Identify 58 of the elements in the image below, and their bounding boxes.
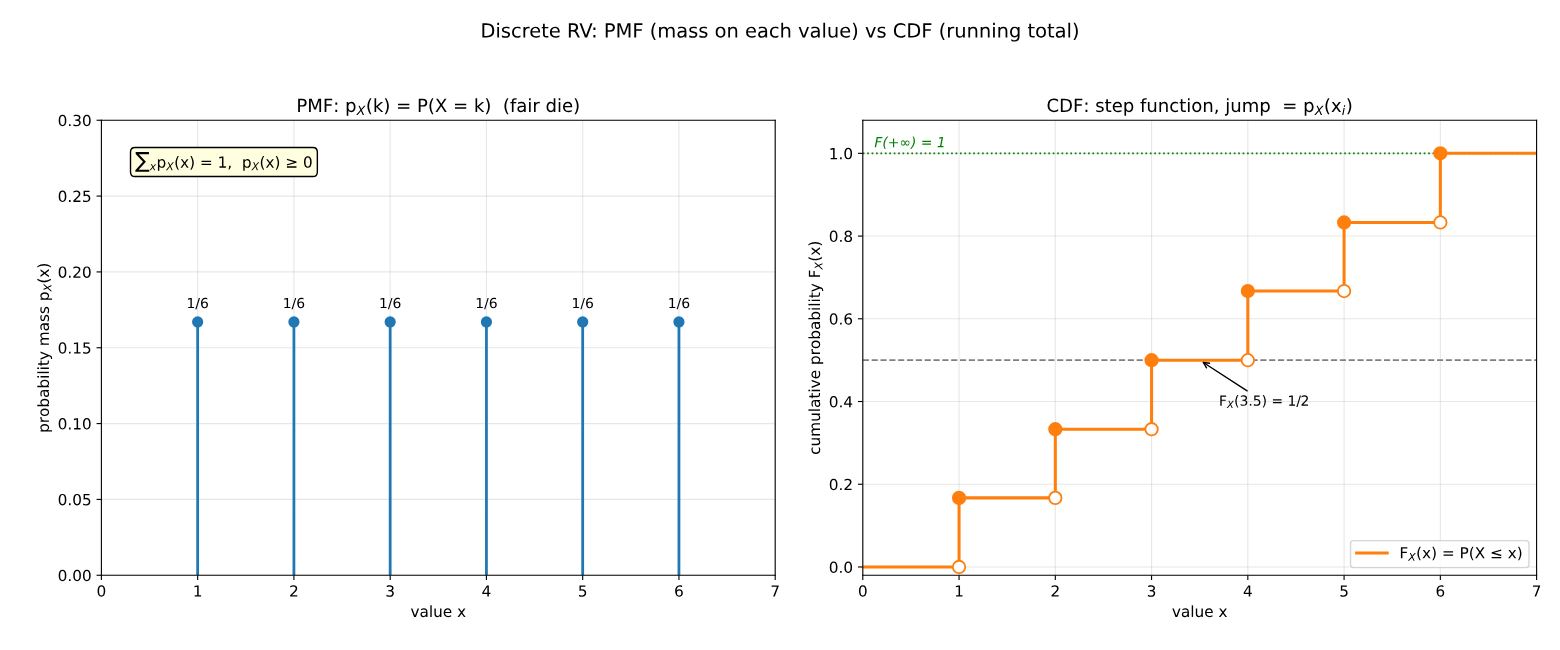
x-tick-label: 5: [1340, 585, 1348, 597]
chart-title: CDF: step function, jump = p$_{X}$(x$_{i}$): [1047, 98, 1352, 116]
x-tick-label: 6: [675, 585, 683, 597]
x-tick-label: 0: [858, 585, 867, 597]
data-label: 1/6: [476, 297, 497, 310]
point: [1048, 490, 1063, 506]
y-tick-label: 0.00: [58, 569, 91, 582]
point: [1336, 215, 1352, 230]
ref-line-label: F(+∞) = 1: [874, 136, 944, 149]
data-label: 1/6: [188, 297, 208, 310]
data-label: 1/6: [669, 297, 690, 310]
point: [951, 559, 967, 575]
y-tick-label: 1.0: [830, 147, 853, 160]
x-tick-label: 1: [194, 585, 202, 597]
point: [1144, 422, 1159, 437]
annotation: ∑$_{x}$p$_{X}$(x) = 1, p$_{X}$(x) ≥ 0: [135, 152, 312, 172]
x-tick-label: 2: [1051, 585, 1059, 597]
x-tick-label: 3: [386, 585, 394, 597]
x-tick-label: 1: [955, 585, 963, 597]
x-axis-title: value x: [1172, 605, 1228, 618]
annotation: F$_{X}$(3.5) = 1/2: [1220, 395, 1308, 408]
point: [1433, 146, 1448, 161]
x-tick-label: 3: [1147, 585, 1156, 597]
point: [1240, 283, 1255, 299]
data-label: 1/6: [284, 297, 305, 310]
point: [1240, 353, 1255, 368]
x-tick-label: 2: [290, 585, 298, 597]
x-tick-label: 6: [1436, 585, 1445, 597]
y-tick-label: 0.20: [58, 266, 91, 278]
y-tick-label: 0.05: [58, 493, 91, 506]
x-tick-label: 0: [97, 585, 106, 597]
x-tick-label: 4: [1243, 585, 1252, 597]
y-tick-label: 0.0: [829, 561, 853, 573]
x-tick-label: 4: [482, 585, 491, 597]
x-tick-label: 5: [579, 585, 587, 597]
point: [951, 490, 967, 506]
point: [1048, 422, 1063, 437]
y-axis-title: cumulative probability F$_{X}$(x): [808, 242, 824, 454]
y-tick-label: 0.10: [58, 418, 91, 430]
point: [1433, 215, 1448, 230]
y-tick-label: 0.4: [829, 395, 853, 408]
y-axis-title: probability mass p$_{X}$(x): [37, 263, 53, 432]
y-tick-label: 0.2: [829, 478, 852, 491]
x-tick-label: 7: [1532, 585, 1541, 597]
y-tick-label: 0.8: [829, 230, 853, 243]
point: [1144, 353, 1159, 368]
chart-title: PMF: p$_{X}$(k) = P(X = k) (fair die): [298, 98, 579, 116]
point: [1336, 283, 1352, 299]
data-label: 1/6: [380, 297, 401, 310]
y-tick-label: 0.25: [58, 190, 91, 203]
x-axis-title: value x: [410, 605, 466, 618]
y-tick-label: 0.30: [58, 114, 91, 127]
text: Discrete RV: PMF (mass on each value) vs CDF (running total): [482, 22, 1078, 42]
legend-label: F$_{X}$(x) = P(X ≤ x): [1400, 546, 1522, 561]
data-label: 1/6: [573, 297, 593, 310]
x-tick-label: 7: [771, 585, 779, 597]
y-tick-label: 0.6: [829, 313, 853, 325]
y-tick-label: 0.15: [58, 342, 91, 354]
